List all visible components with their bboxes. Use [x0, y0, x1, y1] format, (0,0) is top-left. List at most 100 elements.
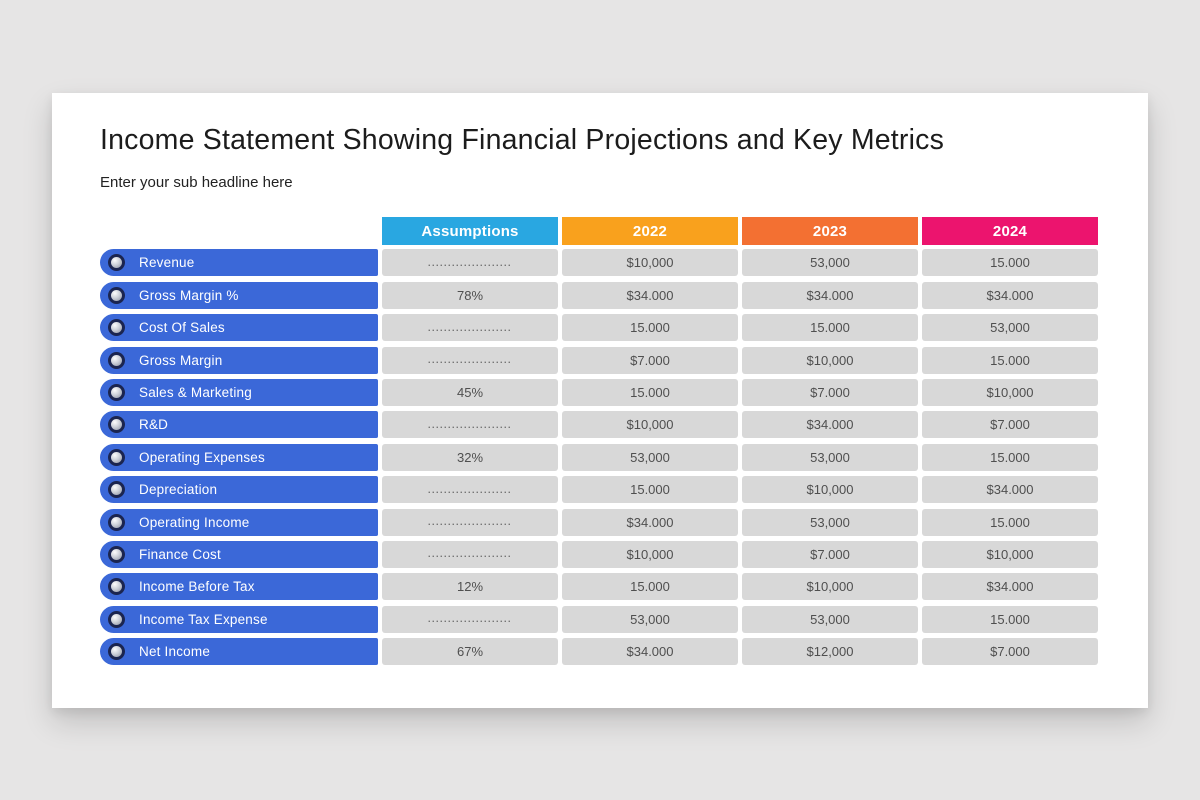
row-label-pill: Income Tax Expense [100, 605, 378, 633]
table-cell: 53,000 [742, 605, 918, 633]
table-cell: 53,000 [562, 443, 738, 471]
table-cell: 15.000 [562, 573, 738, 601]
row-label-pill: Net Income [100, 638, 378, 666]
header-spacer [100, 217, 378, 244]
table-cell-placeholder: ..................... [382, 249, 558, 277]
sphere-bullet-highlight [111, 354, 122, 366]
table-cell-placeholder: ..................... [382, 411, 558, 439]
table-cell: $10,000 [922, 378, 1098, 406]
sphere-bullet-icon [108, 416, 125, 434]
sphere-bullet-icon [108, 545, 125, 563]
row-label-pill: Gross Margin % [100, 281, 378, 309]
column-header-2023: 2023 [742, 217, 918, 245]
table-cell: $7.000 [562, 346, 738, 374]
sphere-bullet-highlight [111, 484, 122, 496]
table-cell: $7.000 [922, 638, 1098, 666]
table-cell: 15.000 [922, 508, 1098, 536]
sphere-bullet-icon [108, 286, 125, 304]
sphere-bullet-icon [108, 448, 125, 466]
sphere-bullet-highlight [111, 613, 122, 625]
sphere-bullet-icon [108, 513, 125, 531]
table-cell: $7.000 [742, 378, 918, 406]
table-cell: 53,000 [562, 605, 738, 633]
row-label-pill: Depreciation [100, 476, 378, 504]
sphere-bullet-icon [108, 578, 125, 596]
table-cell: 53,000 [742, 508, 918, 536]
table-cell: $7.000 [922, 411, 1098, 439]
table-cell: 32% [382, 443, 558, 471]
row-label: Depreciation [139, 482, 218, 498]
table-cell: $7.000 [742, 540, 918, 568]
sphere-bullet-icon [108, 481, 125, 499]
sphere-bullet-icon [108, 610, 125, 628]
row-label-pill: Revenue [100, 249, 378, 277]
table-cell: $10,000 [922, 540, 1098, 568]
sphere-bullet-highlight [111, 322, 122, 334]
income-statement-table: Assumptions 2022 2023 2024 Revenue..........… [100, 217, 1098, 666]
row-label: Gross Margin [139, 352, 223, 368]
row-label-pill: Income Before Tax [100, 573, 378, 601]
column-header-2022: 2022 [562, 217, 738, 245]
row-label: Gross Margin % [139, 287, 239, 303]
table-cell-placeholder: ..................... [382, 605, 558, 633]
table-cell: 53,000 [742, 249, 918, 277]
table-cell-placeholder: ..................... [382, 540, 558, 568]
row-label: Finance Cost [139, 546, 221, 562]
table-cell: 53,000 [922, 314, 1098, 342]
column-header-2024: 2024 [922, 217, 1098, 245]
table-cell-placeholder: ..................... [382, 476, 558, 504]
table-cell: $34.000 [922, 476, 1098, 504]
row-label-pill: Operating Income [100, 508, 378, 536]
row-label-pill: R&D [100, 411, 378, 439]
row-label: Net Income [139, 644, 211, 660]
sphere-bullet-highlight [111, 289, 122, 301]
table-cell: $34.000 [922, 281, 1098, 309]
sphere-bullet-highlight [111, 386, 122, 398]
slide: Income Statement Showing Financial Proje… [52, 93, 1148, 708]
table-cell: 15.000 [742, 314, 918, 342]
table-cell: $10,000 [562, 411, 738, 439]
table-cell: $34.000 [922, 573, 1098, 601]
table-cell-placeholder: ..................... [382, 346, 558, 374]
table-cell: $10,000 [742, 476, 918, 504]
row-label: Income Tax Expense [139, 611, 268, 627]
table-cell: $10,000 [742, 346, 918, 374]
table-cell: 15.000 [562, 314, 738, 342]
row-label-pill: Finance Cost [100, 540, 378, 568]
row-label-pill: Gross Margin [100, 346, 378, 374]
table-cell: 15.000 [922, 605, 1098, 633]
sphere-bullet-highlight [111, 257, 122, 269]
table-cell: $34.000 [742, 411, 918, 439]
table-cell: 78% [382, 281, 558, 309]
table-cell: 12% [382, 573, 558, 601]
row-label-pill: Sales & Marketing [100, 378, 378, 406]
table-cell: 15.000 [922, 249, 1098, 277]
table-cell: $10,000 [562, 249, 738, 277]
column-header-assumptions: Assumptions [382, 217, 558, 245]
row-label: Cost Of Sales [139, 320, 225, 336]
row-label-pill: Operating Expenses [100, 443, 378, 471]
table-cell: 15.000 [562, 378, 738, 406]
table-cell: 67% [382, 638, 558, 666]
table-cell-placeholder: ..................... [382, 508, 558, 536]
sphere-bullet-highlight [111, 548, 122, 560]
sphere-bullet-icon [108, 351, 125, 369]
table-cell: $34.000 [562, 638, 738, 666]
table-cell: 15.000 [922, 346, 1098, 374]
sphere-bullet-highlight [111, 451, 122, 463]
sphere-bullet-icon [108, 643, 125, 661]
table-cell: 53,000 [742, 443, 918, 471]
row-label-pill: Cost Of Sales [100, 314, 378, 342]
row-label: Sales & Marketing [139, 384, 252, 400]
sphere-bullet-icon [108, 383, 125, 401]
table-cell: $34.000 [562, 508, 738, 536]
table-cell: 15.000 [922, 443, 1098, 471]
table-cell: 45% [382, 378, 558, 406]
table-cell: $34.000 [562, 281, 738, 309]
page-title: Income Statement Showing Financial Proje… [100, 124, 945, 156]
sphere-bullet-highlight [111, 516, 122, 528]
sphere-bullet-highlight [111, 646, 122, 658]
sphere-bullet-icon [108, 319, 125, 337]
table-cell: $10,000 [562, 540, 738, 568]
